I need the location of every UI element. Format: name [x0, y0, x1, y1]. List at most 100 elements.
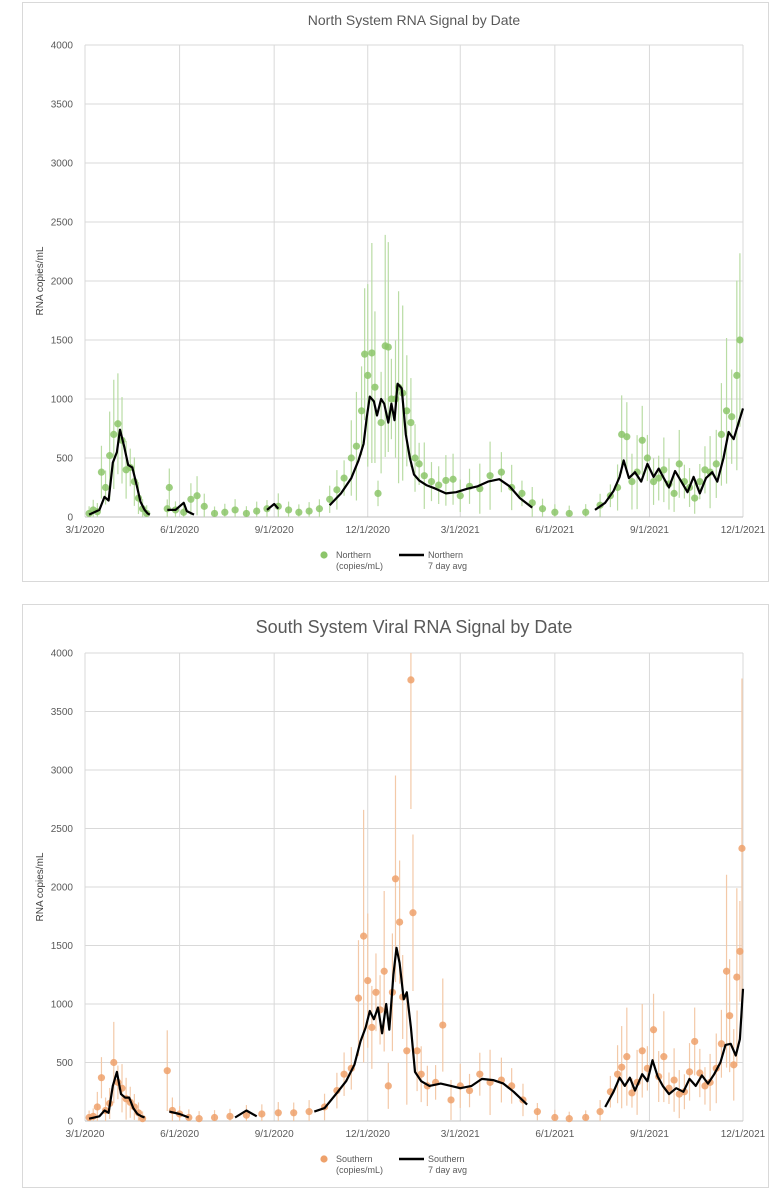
south-data-point [195, 1115, 203, 1123]
north-y-tick-label: 4000 [51, 41, 74, 52]
south-data-point [417, 1070, 425, 1078]
south-x-tick-label: 3/1/2021 [441, 1129, 480, 1140]
north-data-point [361, 350, 369, 358]
north-data-point [347, 454, 355, 462]
north-data-point [722, 407, 731, 415]
south-avg-line [604, 988, 745, 1108]
south-data-point [384, 1082, 392, 1090]
north-data-point [449, 475, 457, 483]
north-data-point [442, 476, 450, 485]
south-data-point [465, 1086, 474, 1095]
north-x-tick-label: 6/1/2020 [160, 525, 199, 536]
south-data-point [226, 1112, 234, 1120]
north-data-point [407, 419, 415, 427]
north-data-point [357, 407, 366, 415]
north-data-point [551, 508, 559, 516]
north-data-point [486, 472, 494, 480]
south-avg-line [313, 946, 528, 1113]
north-data-point [538, 505, 547, 513]
north-data-point [193, 492, 201, 500]
south-data-point [628, 1089, 636, 1097]
north-data-point [374, 489, 382, 497]
north-data-point [728, 413, 736, 421]
south-chart: South System Viral RNA Signal by Date 0 50… [35, 617, 766, 1175]
south-data-point [717, 1040, 726, 1048]
north-avg-line [328, 382, 533, 509]
north-data-point [377, 419, 385, 427]
south-data-point [258, 1110, 266, 1118]
south-x-tick-label: 9/1/2020 [255, 1129, 294, 1140]
south-y-tick-label: 1500 [51, 941, 74, 952]
south-data-point [533, 1108, 541, 1116]
south-data-point [163, 1067, 171, 1075]
south-data-point [439, 1021, 447, 1029]
north-data-point [691, 494, 699, 502]
north-data-point [528, 499, 536, 507]
south-x-tick-label: 3/1/2020 [66, 1129, 105, 1140]
north-y-tick-label: 500 [56, 454, 73, 465]
north-data-point [649, 478, 658, 486]
north-legend-avg-label: Northern [428, 550, 463, 560]
north-data-point [165, 483, 173, 492]
north-data-point [253, 507, 261, 515]
south-data-point [726, 1012, 734, 1020]
south-legend-points-label: Southern [336, 1154, 373, 1164]
north-x-tick-label: 12/1/2021 [721, 525, 766, 536]
south-data-point [368, 1023, 376, 1031]
south-data-point [691, 1037, 699, 1046]
north-data-point [295, 508, 303, 516]
south-data-point [596, 1108, 604, 1116]
north-y-axis-title: RNA copies/mL [35, 246, 46, 315]
north-data-point [221, 508, 229, 516]
south-avg-line [88, 1070, 145, 1120]
north-data-point [368, 349, 376, 357]
north-data-point [340, 474, 348, 482]
north-data-point [110, 430, 118, 438]
south-data-point [476, 1070, 484, 1078]
north-data-point [643, 454, 651, 462]
north-data-point [638, 436, 646, 444]
south-data-point [396, 918, 404, 926]
north-x-tick-label: 3/1/2021 [441, 525, 480, 536]
north-data-point [305, 507, 313, 515]
north-data-point [675, 460, 683, 468]
north-avg-line [266, 502, 280, 511]
north-data-point [411, 454, 419, 462]
north-data-point [582, 508, 590, 516]
south-data-point [403, 1047, 411, 1055]
south-data-point [738, 844, 746, 852]
north-data-point [733, 371, 741, 379]
north-data-point [623, 433, 631, 441]
south-data-point [582, 1113, 590, 1122]
north-data-point [497, 468, 505, 476]
south-y-tick-label: 500 [56, 1058, 73, 1069]
north-data-point [200, 502, 208, 510]
south-data-points [85, 676, 746, 1123]
south-legend-points-label-2: (copies/mL) [336, 1165, 383, 1175]
south-x-tick-label: 6/1/2021 [535, 1129, 574, 1140]
north-x-tick-label: 12/1/2020 [345, 525, 390, 536]
north-data-point [565, 509, 573, 518]
south-data-point [290, 1109, 298, 1117]
south-data-point [97, 1074, 106, 1082]
south-data-point [242, 1111, 251, 1119]
north-data-point [420, 472, 428, 480]
north-data-point [717, 430, 726, 438]
south-y-tick-label: 2000 [51, 883, 74, 894]
north-legend-avg-label-2: 7 day avg [428, 561, 467, 571]
north-data-point [163, 505, 171, 513]
south-data-point [391, 875, 400, 883]
north-data-point [456, 492, 464, 500]
south-data-point [354, 994, 363, 1002]
south-data-point [407, 676, 415, 684]
south-data-point [93, 1103, 101, 1111]
south-data-point [305, 1108, 313, 1116]
north-y-tick-label: 1500 [51, 336, 74, 347]
north-data-point [352, 442, 361, 450]
south-data-point [649, 1026, 658, 1034]
north-avg-line [88, 428, 151, 516]
south-data-point [110, 1058, 118, 1067]
south-data-point [722, 967, 731, 975]
south-y-tick-label: 3000 [51, 766, 74, 777]
